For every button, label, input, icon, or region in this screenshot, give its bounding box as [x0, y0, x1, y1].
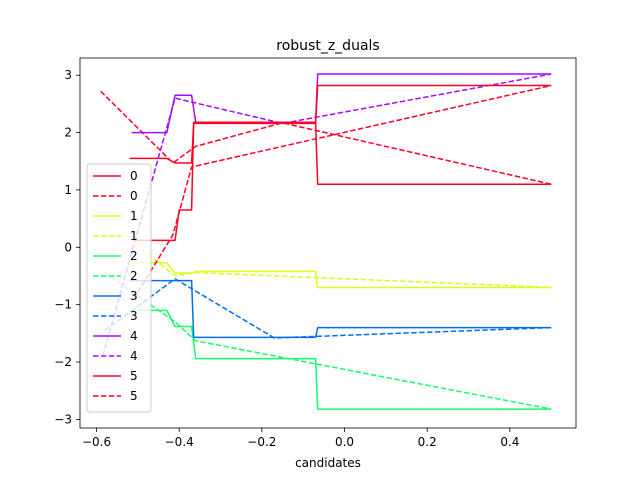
- y-tick-label: 1: [64, 183, 72, 197]
- x-axis: −0.6 −0.4 −0.2 0.0 0.2 0.4: [82, 428, 519, 449]
- x-tick-label: −0.6: [82, 435, 111, 449]
- x-tick-label: −0.2: [247, 435, 276, 449]
- series-layer: [100, 73, 552, 410]
- y-tick-label: −3: [54, 412, 72, 426]
- chart-title: robust_z_duals: [276, 38, 379, 54]
- series-line-5-dashed: [133, 84, 552, 300]
- y-tick-label: 3: [64, 68, 72, 82]
- y-axis: −3 −2 −1 0 1 2 3: [54, 68, 80, 426]
- legend-entry-label: 3: [130, 289, 138, 303]
- legend-entry-label: 0: [130, 189, 138, 203]
- x-tick-label: −0.4: [165, 435, 194, 449]
- plot-frame: [79, 57, 577, 429]
- x-tick-label: 0.2: [418, 435, 437, 449]
- series-line-5-solid: [133, 84, 552, 242]
- y-tick-label: 0: [64, 240, 72, 254]
- legend-entry-label: 5: [130, 389, 138, 403]
- legend-entry-label: 5: [130, 369, 138, 383]
- legend-entry-label: 2: [130, 269, 138, 283]
- y-tick-label: 2: [64, 126, 72, 140]
- series-line-3-solid: [129, 279, 552, 339]
- legend: 0 0 1 1 2 2 3 3 4 4 5 5: [86, 163, 152, 413]
- y-tick-label: −1: [54, 298, 72, 312]
- y-tick-label: −2: [54, 355, 72, 369]
- legend-entry-label: 0: [130, 169, 138, 183]
- legend-entry-label: 1: [130, 209, 138, 223]
- legend-entry-label: 2: [130, 249, 138, 263]
- legend-entry-label: 1: [130, 229, 138, 243]
- x-tick-label: 0.4: [500, 435, 519, 449]
- legend-entry-label: 3: [130, 309, 138, 323]
- series-line-1-dashed: [129, 238, 552, 289]
- x-axis-label: candidates: [295, 456, 361, 470]
- series-line-1-solid: [129, 262, 552, 289]
- series-line-4-dashed: [102, 73, 552, 357]
- legend-entry-label: 4: [130, 349, 138, 363]
- series-line-2-dashed: [104, 271, 552, 410]
- series-line-0-dashed: [100, 90, 552, 185]
- legend-entry-label: 4: [130, 329, 138, 343]
- x-tick-label: 0.0: [335, 435, 354, 449]
- legend-box: [86, 163, 152, 413]
